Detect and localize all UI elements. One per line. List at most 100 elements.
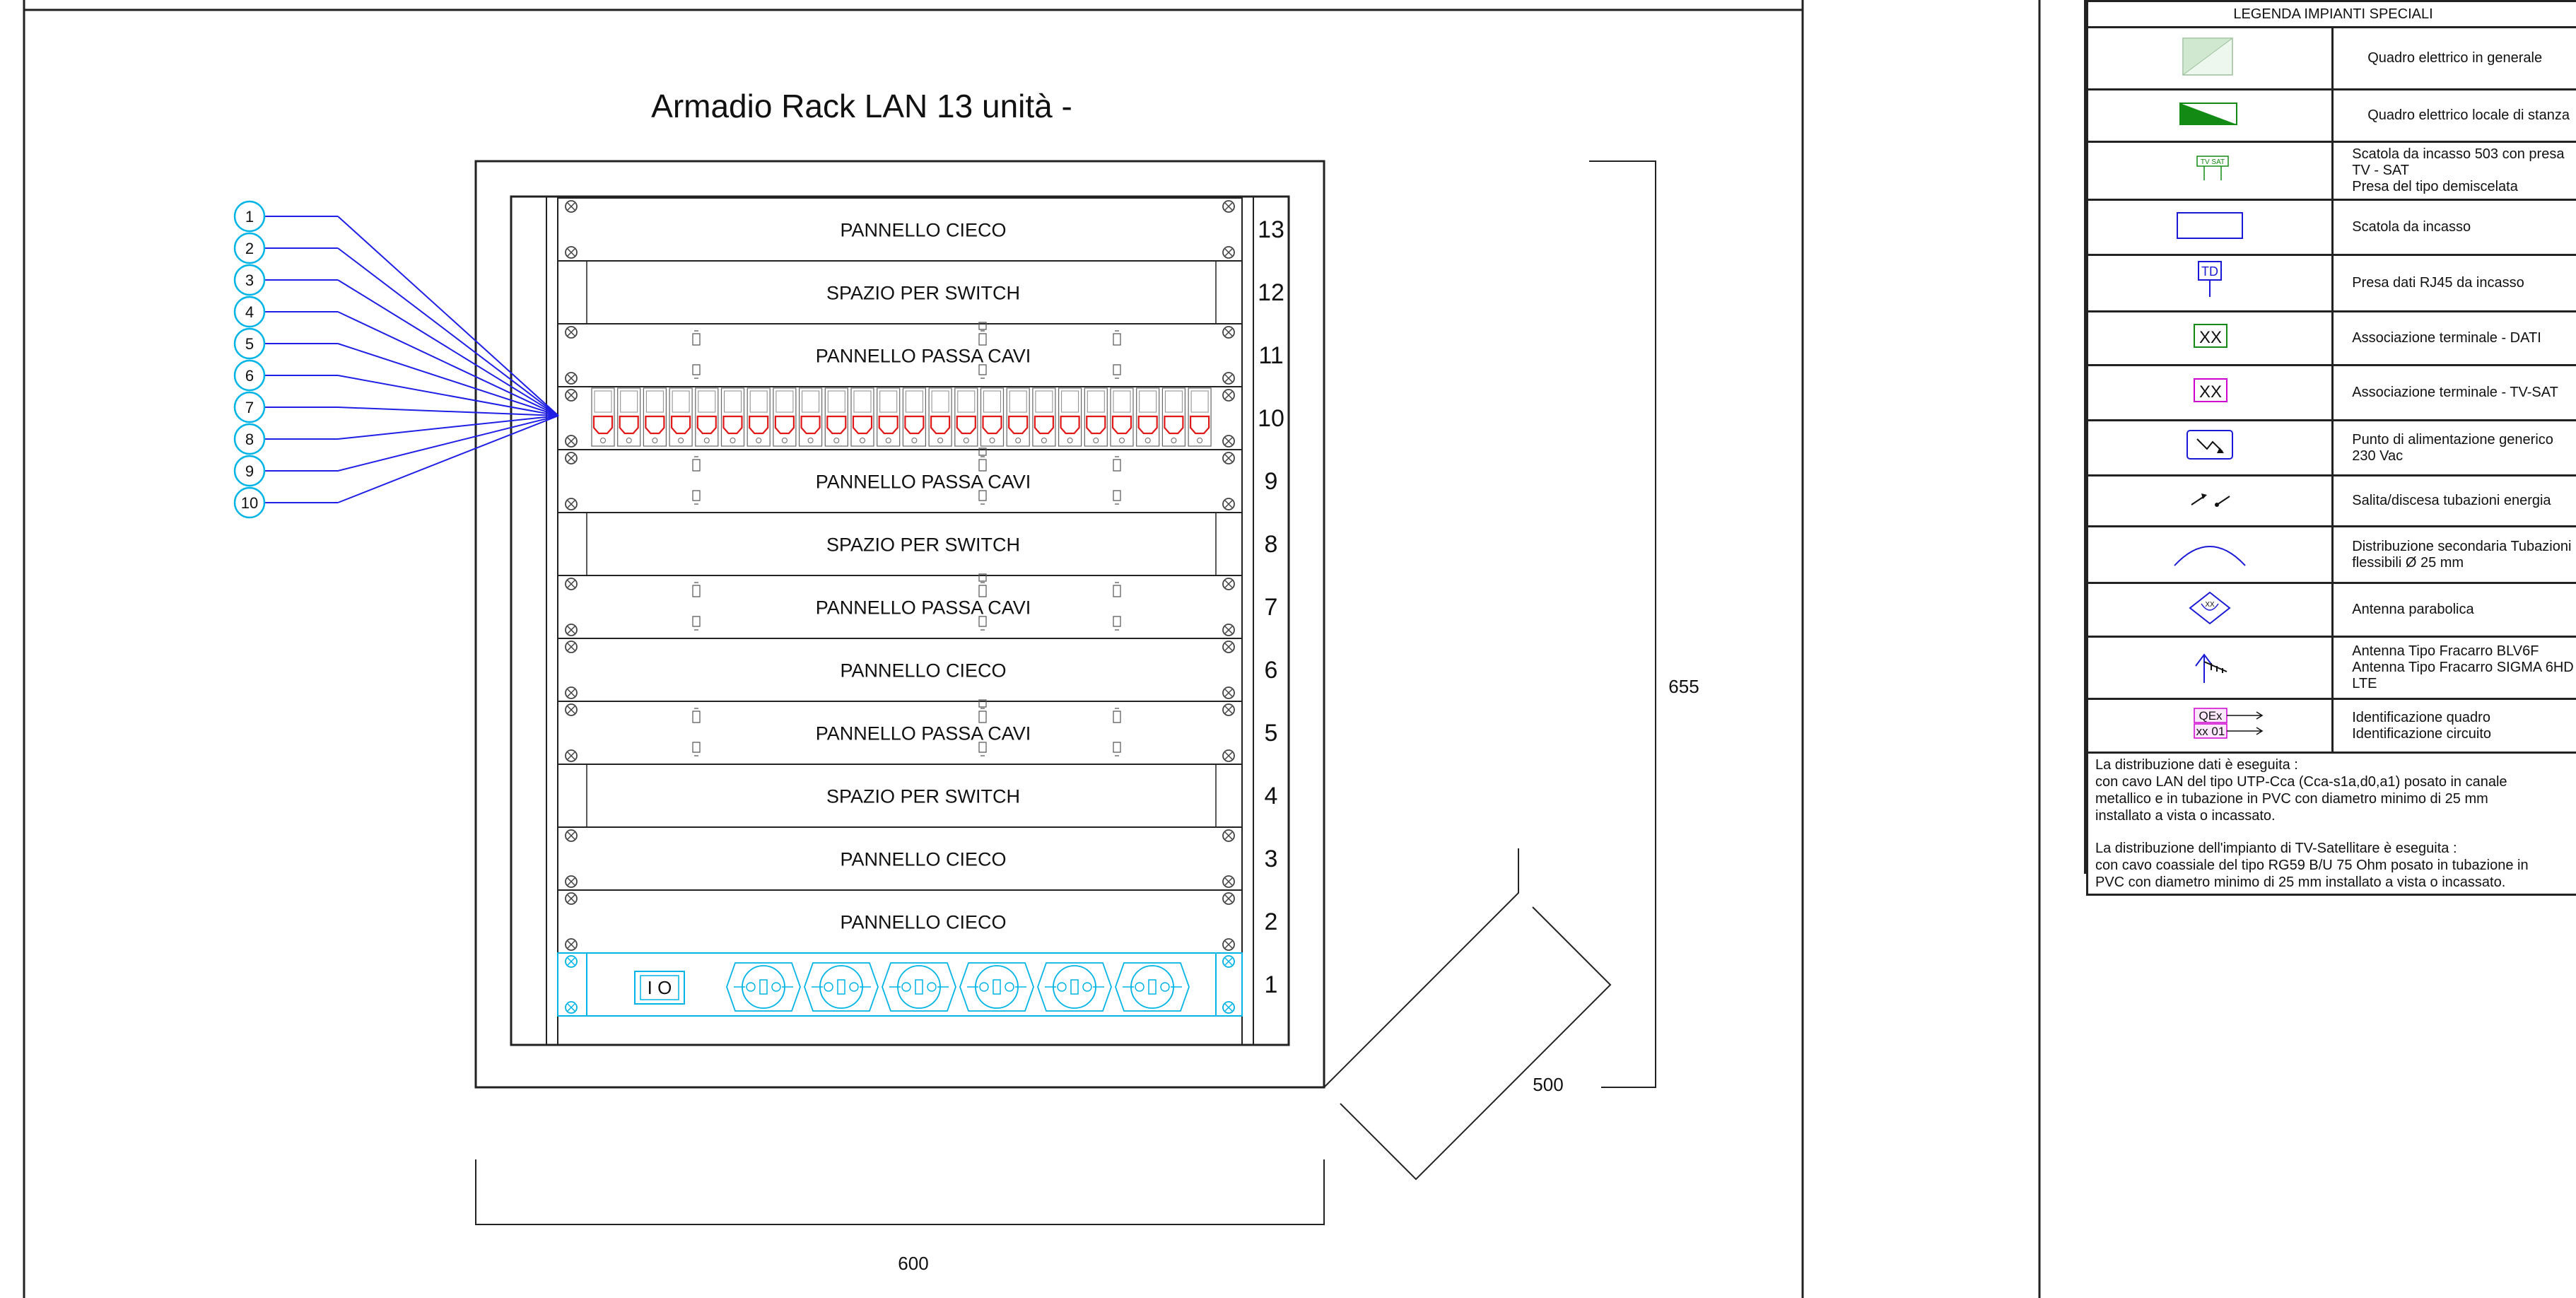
unit-label: PANNELLO CIECO xyxy=(840,849,1006,870)
callout-number: 2 xyxy=(245,240,254,257)
quadro-stanza-icon xyxy=(2179,103,2238,125)
quadro-generale-icon xyxy=(2182,37,2234,76)
legend-symbol-cell xyxy=(2085,26,2333,90)
callout-10: 10 xyxy=(233,415,559,519)
rack-unit-4: SPAZIO PER SWITCH xyxy=(557,764,1243,828)
callout-7: 7 xyxy=(233,391,559,423)
legend-table: LEGENDA IMPIANTI SPECIALI Quadro elettri… xyxy=(2085,0,2576,896)
screw-icon xyxy=(1222,703,1235,716)
screw-icon xyxy=(565,829,578,842)
screw-cross xyxy=(1224,940,1233,949)
rj45-port-icon xyxy=(617,387,641,447)
legend-description: Antenna Tipo Fracarro BLV6F Antenna Tipo… xyxy=(2331,636,2576,700)
legend-row: Distribuzione secondaria Tubazioni fless… xyxy=(2085,525,2576,584)
callout-number: 7 xyxy=(245,399,254,416)
screw-cross xyxy=(1224,202,1233,211)
callout-6: 6 xyxy=(233,359,559,416)
screw-cross xyxy=(1224,437,1233,445)
legend-notes: La distribuzione dati è eseguita : con c… xyxy=(2086,752,2576,896)
legend-symbol-cell xyxy=(2085,88,2333,143)
rack-cabinet xyxy=(474,160,1325,1089)
cable-grommet-icon xyxy=(692,582,701,597)
screw-icon xyxy=(1222,435,1235,448)
rj45-port-icon xyxy=(747,387,771,447)
screw-cross xyxy=(1224,831,1233,840)
rj45-port-icon xyxy=(1006,387,1030,447)
rack-unit-9: PANNELLO PASSA CAVI xyxy=(557,448,1243,513)
cable-grommet-icon xyxy=(1113,364,1121,379)
callout-3: 3 xyxy=(233,264,559,416)
screw-cross xyxy=(1224,643,1233,651)
rj45-port-icon xyxy=(824,387,848,447)
legend-description: Scatola da incasso xyxy=(2331,199,2576,256)
rj45-port-icon xyxy=(1188,387,1212,447)
screw-icon xyxy=(1222,200,1235,213)
callout-bubble xyxy=(233,423,266,455)
screw-icon xyxy=(1222,624,1235,636)
cable-grommet-icon xyxy=(1113,742,1121,756)
screw-icon xyxy=(1222,326,1235,339)
screw-icon xyxy=(1222,686,1235,699)
screw-cross xyxy=(567,437,575,445)
screw-cross xyxy=(1224,752,1233,760)
legend-symbol-cell xyxy=(2085,636,2333,700)
cable-grommet-icon xyxy=(692,456,701,472)
callout-number: 5 xyxy=(245,335,254,353)
callout-number: 6 xyxy=(245,367,254,385)
rj45-port-icon xyxy=(877,387,901,447)
rack-inner-frame xyxy=(510,195,1290,1046)
cable-grommet-icon xyxy=(692,616,701,631)
rack-unit-6: PANNELLO CIECO xyxy=(557,638,1243,702)
screw-icon xyxy=(565,892,578,905)
screw-cross xyxy=(567,391,575,399)
legend-note: La distribuzione dell'impianto di TV-Sat… xyxy=(2095,841,2529,890)
legend-symbol-cell xyxy=(2085,199,2333,256)
screw-cross xyxy=(567,877,575,886)
rack-unit-5: PANNELLO PASSA CAVI xyxy=(557,699,1243,765)
screw-cross xyxy=(567,500,575,508)
screw-cross xyxy=(567,626,575,634)
rj45-port-icon xyxy=(980,387,1005,447)
unit-number: 4 xyxy=(1265,783,1278,809)
legend-symbol-cell xyxy=(2085,525,2333,584)
screw-icon xyxy=(1222,1001,1235,1014)
callout-number: 4 xyxy=(245,303,254,321)
legend-symbol-cell xyxy=(2085,474,2333,527)
rj45-port-icon xyxy=(773,387,797,447)
rj45-port-icon xyxy=(720,387,745,447)
unit-number: 2 xyxy=(1265,908,1278,935)
legend-description: Identificazione quadro Identificazione c… xyxy=(2331,698,2576,754)
power-switch[interactable] xyxy=(634,971,685,1005)
rj45-port-icon xyxy=(695,387,719,447)
screw-icon xyxy=(1222,452,1235,464)
unit-number: 7 xyxy=(1265,594,1278,621)
callout-bubble xyxy=(233,486,266,519)
cable-grommet-icon xyxy=(1113,456,1121,472)
schuko-socket-icon xyxy=(804,962,879,1012)
rack-unit-11: PANNELLO PASSA CAVI xyxy=(557,322,1243,387)
screw-icon xyxy=(565,435,578,448)
screw-cross xyxy=(567,643,575,651)
legend-description: Distribuzione secondaria Tubazioni fless… xyxy=(2331,525,2576,584)
screw-icon xyxy=(565,452,578,464)
callout-number: 9 xyxy=(245,462,254,480)
rack-unit-1: I O xyxy=(557,952,1243,1017)
legend-description: Presa dati RJ45 da incasso xyxy=(2331,254,2576,312)
screw-icon xyxy=(565,938,578,951)
screw-icon xyxy=(565,703,578,716)
screw-icon xyxy=(1222,938,1235,951)
cable-grommet-icon xyxy=(1113,708,1121,723)
unit-label: PANNELLO CIECO xyxy=(840,220,1006,241)
screw-cross xyxy=(567,328,575,337)
rack-unit-3: PANNELLO CIECO xyxy=(557,826,1243,891)
screw-icon xyxy=(565,372,578,385)
legend-row: QEx xx 01 Identificazione quadro Identific… xyxy=(2085,698,2576,754)
callout-bubble xyxy=(233,455,266,487)
legend-symbol-cell: XX xyxy=(2085,582,2333,638)
schuko-socket-icon xyxy=(1037,962,1112,1012)
screw-cross xyxy=(1224,626,1233,634)
antenna-parabolica-icon: XX xyxy=(2189,591,2231,625)
screw-cross xyxy=(1224,248,1233,257)
screw-cross xyxy=(1224,580,1233,588)
